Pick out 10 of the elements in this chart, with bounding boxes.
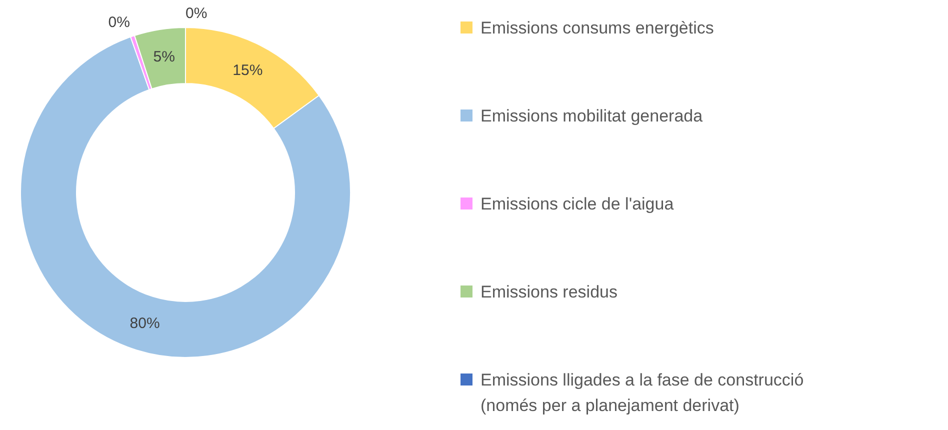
legend-label: Emissions residus <box>480 282 618 302</box>
text: 0% <box>186 5 208 22</box>
legend-label: Emissions mobilitat generada <box>480 106 704 126</box>
legend-label: Emissions cicle de l'aigua <box>480 194 674 214</box>
data-label: 5% <box>153 48 175 66</box>
legend-label: Emissions consums energètics <box>480 18 714 38</box>
legend-label: Emissions lligades a la fase de construcció (només per a planejament derivat) <box>480 370 804 416</box>
data-label: 15% <box>232 62 263 79</box>
data-label: 80% <box>130 314 160 332</box>
data-label: 0% <box>108 14 130 32</box>
